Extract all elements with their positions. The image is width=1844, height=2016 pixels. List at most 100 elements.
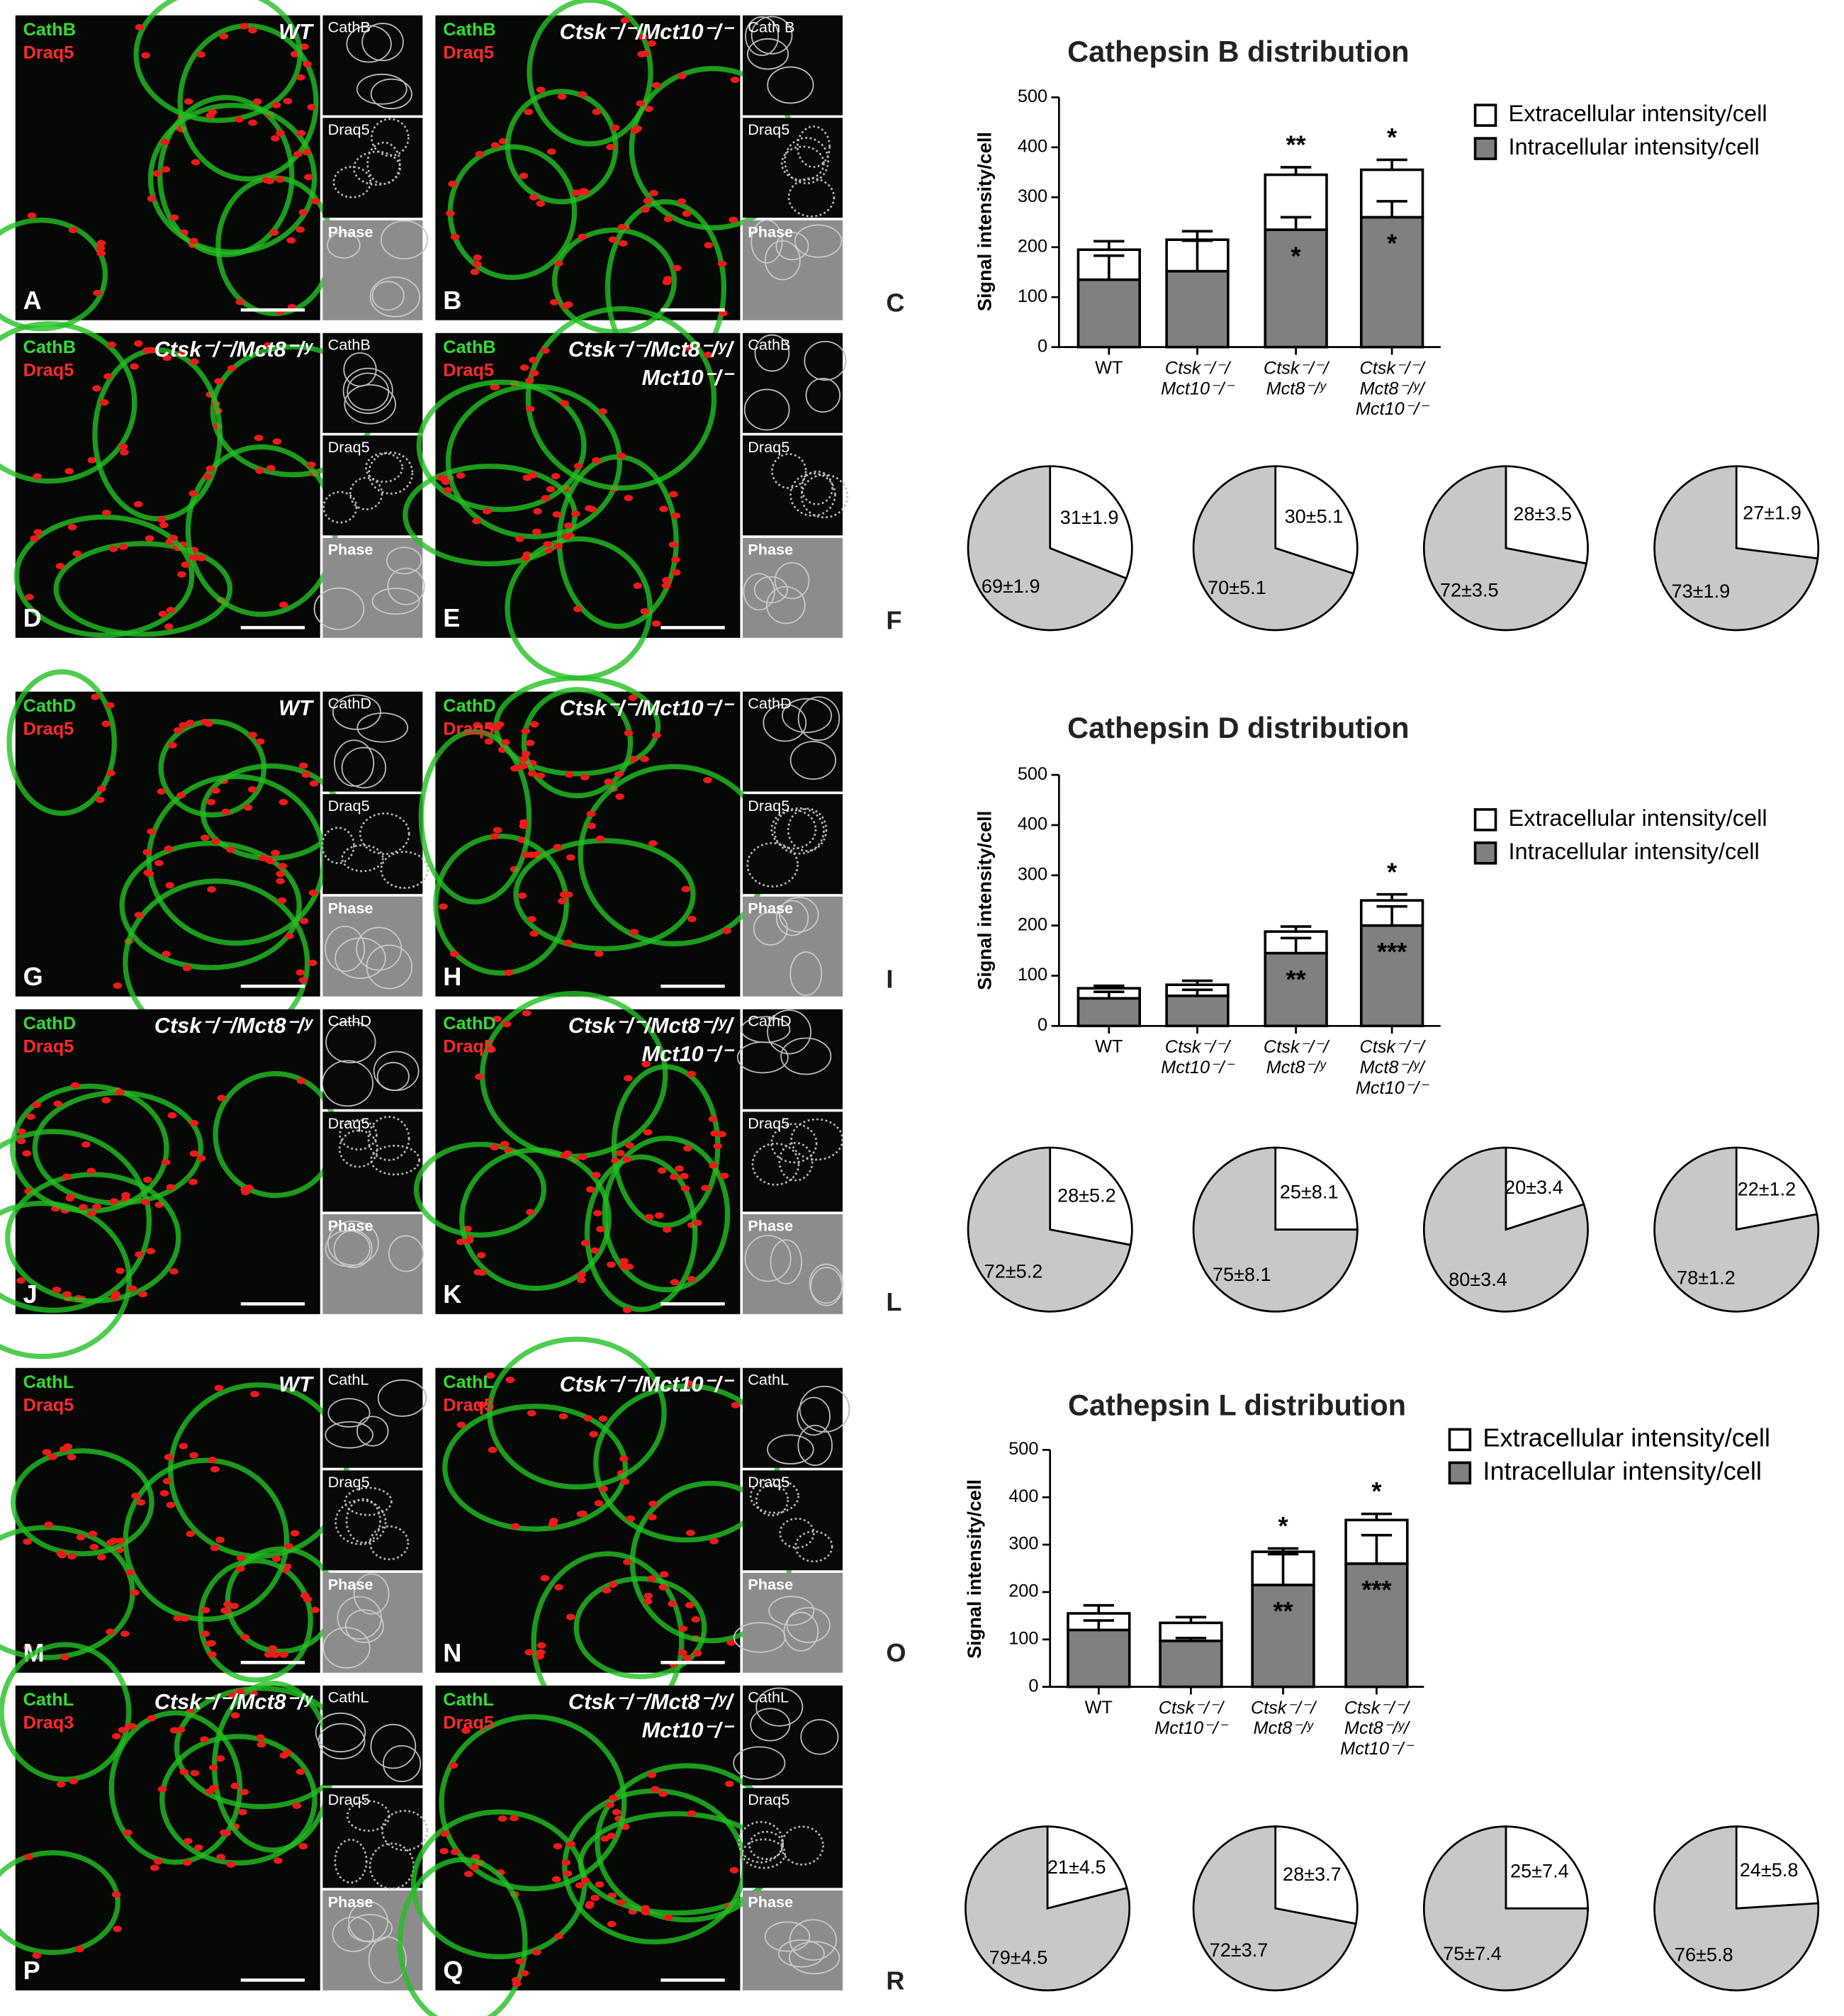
- nucleus: [169, 534, 179, 542]
- side-label: Draq5: [328, 438, 370, 456]
- nucleus: [529, 194, 539, 201]
- side-texture: [790, 1118, 844, 1161]
- legend-label: Extracellular intensity/cell: [1509, 101, 1767, 126]
- bar-segment: [1165, 994, 1230, 1028]
- side-image: [322, 332, 423, 433]
- nucleus: [116, 1538, 125, 1545]
- nucleus: [540, 1574, 550, 1581]
- nucleus: [208, 1764, 218, 1771]
- significance: **: [1286, 965, 1307, 994]
- side-label: CathL: [328, 1689, 369, 1706]
- nucleus: [647, 40, 656, 47]
- nucleus: [270, 1651, 280, 1658]
- nucleus: [248, 119, 257, 126]
- genotype-label: Ctsk⁻/⁻/Mct8⁻/ʸ/Mct10⁻/⁻: [568, 337, 735, 390]
- significance: *: [1371, 1477, 1382, 1506]
- nucleus: [142, 849, 152, 856]
- nucleus: [662, 279, 672, 286]
- nucleus: [298, 208, 308, 215]
- nucleus: [490, 142, 500, 149]
- pie-slice: [1049, 1146, 1133, 1246]
- side-texture: [805, 377, 841, 413]
- nucleus: [215, 1536, 225, 1543]
- side-texture: [779, 1518, 815, 1549]
- nucleus: [483, 508, 492, 515]
- pie-label: 78±1.2: [1677, 1266, 1736, 1288]
- nucleus: [617, 223, 627, 230]
- y-axis-label: Signal intensity/cell: [973, 811, 995, 990]
- panel-letter: F: [886, 606, 901, 635]
- tubule-outline: [487, 1336, 667, 1490]
- nucleus: [578, 91, 588, 98]
- nucleus: [670, 1173, 679, 1180]
- nucleus: [685, 1380, 695, 1387]
- nucleus: [205, 1788, 215, 1795]
- y-tick-label: 300: [1018, 864, 1047, 884]
- nucleus: [651, 620, 661, 627]
- side-texture: [746, 842, 799, 887]
- nucleus: [552, 511, 562, 518]
- x-tick-label: WT: [1085, 1698, 1113, 1718]
- stain-label: CathD: [443, 1014, 495, 1034]
- nucleus: [42, 1449, 52, 1456]
- micrograph-panel: CathD Draq5 Ctsk⁻/⁻/Mct8⁻/ʸ/Mct10⁻/⁻ K CathD…: [413, 991, 844, 1314]
- nucleus: [53, 1100, 62, 1107]
- legend-swatch: [1473, 808, 1497, 831]
- nucleus: [604, 778, 613, 785]
- nucleus: [101, 1097, 111, 1104]
- nucleus: [560, 400, 569, 407]
- nucleus: [256, 1734, 265, 1741]
- nucleus: [142, 1176, 152, 1183]
- nucleus: [610, 124, 620, 131]
- nucleus: [643, 1129, 653, 1136]
- error-bar: [1376, 905, 1407, 926]
- genotype-label: Ctsk⁻/⁻/Mct10⁻/⁻: [560, 695, 735, 720]
- nucleus: [298, 762, 308, 769]
- nucleus: [111, 1891, 121, 1898]
- side-label: Phase: [328, 1893, 373, 1911]
- y-tick-label: 100: [1008, 1628, 1038, 1648]
- nucleus: [473, 722, 482, 729]
- side-texture: [386, 547, 422, 575]
- nucleus: [525, 739, 535, 746]
- nucleus: [120, 1630, 130, 1637]
- nucleus: [177, 571, 186, 578]
- nucleus: [643, 1592, 653, 1599]
- panel-letter: O: [886, 1638, 906, 1667]
- nucleus: [473, 254, 483, 262]
- nucleus: [216, 1854, 226, 1861]
- genotype-label: Ctsk⁻/⁻/Mct8⁻/ʸ/Mct10⁻/⁻: [568, 1689, 735, 1742]
- nucleus: [87, 1210, 96, 1217]
- nucleus: [596, 1226, 605, 1233]
- nuclear-label: Draq5: [23, 43, 74, 63]
- side-image: [743, 1788, 843, 1888]
- legend-label: Extracellular intensity/cell: [1509, 805, 1767, 831]
- nucleus: [164, 845, 174, 852]
- nucleus: [624, 729, 634, 737]
- nucleus: [67, 1453, 77, 1461]
- significance: **: [1273, 1596, 1293, 1625]
- side-texture: [315, 1712, 366, 1753]
- nucleus: [517, 763, 527, 771]
- side-texture: [333, 1230, 373, 1268]
- side-texture: [325, 1421, 374, 1449]
- nucleus: [106, 1628, 115, 1635]
- nucleus: [558, 897, 567, 905]
- side-texture: [342, 367, 393, 414]
- nucleus: [196, 1155, 206, 1162]
- x-tick-label: Ctsk⁻/⁻/Mct8⁻/ʸ/Mct10⁻/⁻: [1340, 1698, 1414, 1759]
- micrograph-panel: CathL Draq3 Ctsk⁻/⁻/Mct8⁻/ʸ P CathL Draq5 Phas…: [0, 1642, 429, 1990]
- nucleus: [303, 1596, 313, 1603]
- nucleus: [162, 1477, 172, 1484]
- nucleus: [615, 1150, 625, 1157]
- bar-segment: [1159, 1639, 1223, 1689]
- nucleus: [563, 301, 573, 308]
- side-label: CathD: [748, 695, 791, 712]
- side-label: Cath B: [748, 18, 794, 35]
- side-texture: [339, 1119, 378, 1150]
- panel-letter: I: [886, 965, 893, 994]
- nucleus: [221, 808, 230, 815]
- error-bar: [1083, 1603, 1115, 1614]
- pie-slice: [1735, 1825, 1820, 1910]
- legend-label: Extracellular intensity/cell: [1483, 1423, 1770, 1452]
